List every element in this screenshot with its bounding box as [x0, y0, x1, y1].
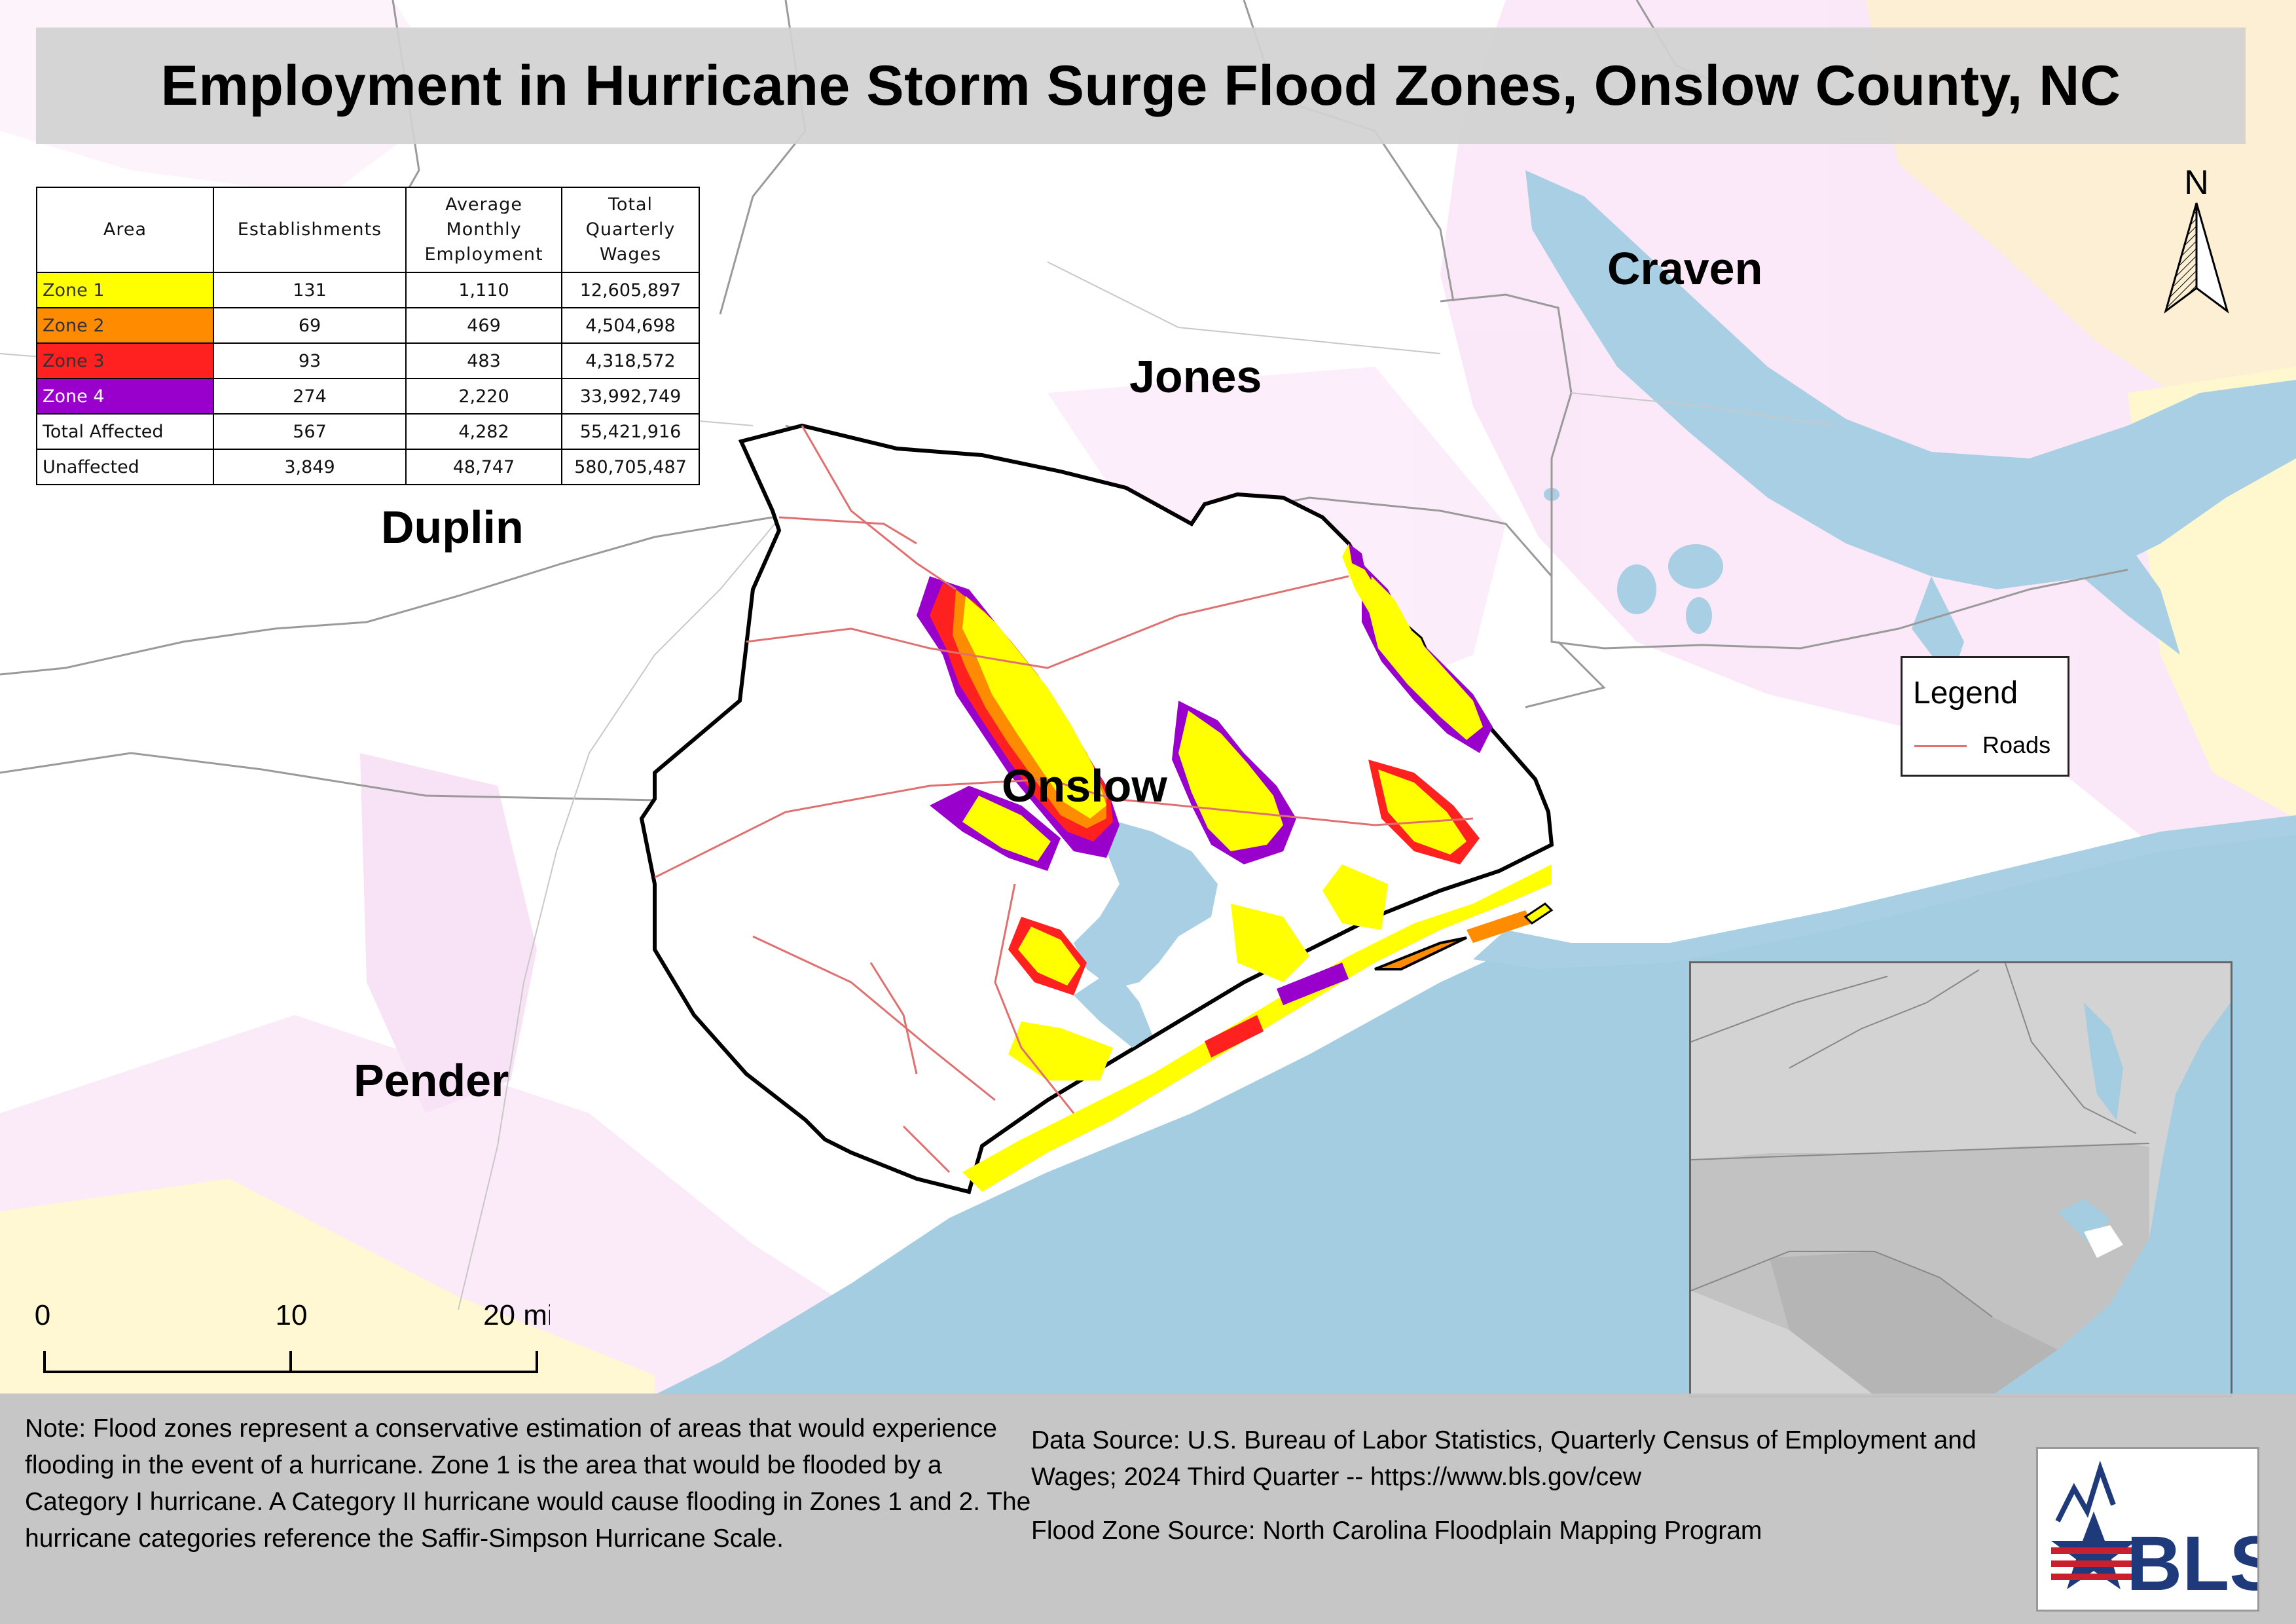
row-area-cell: Total Affected [36, 413, 214, 450]
onslow-highlight [2084, 1225, 2123, 1258]
county-label-duplin: Duplin [381, 502, 524, 553]
row-establishments-cell: 3,849 [213, 449, 407, 485]
row-area-cell: Zone 4 [36, 378, 214, 415]
bls-star-icon [2051, 1460, 2136, 1589]
row-area-cell: Zone 1 [36, 272, 214, 308]
coastal-sound [1473, 815, 2296, 969]
row-employment-cell: 2,220 [405, 378, 562, 415]
flood-zone-note: Note: Flood zones represent a conservati… [25, 1414, 1031, 1553]
scale-bar: 0 10 20 miles [35, 1299, 550, 1373]
table-header-row: Area Establishments Average Monthly Empl… [36, 187, 700, 273]
table-row: Zone 4 274 2,220 33,992,749 [36, 378, 700, 415]
scale-tick-20: 20 miles [483, 1299, 550, 1331]
map-title: Employment in Hurricane Storm Surge Floo… [160, 54, 2121, 117]
bls-logo-text: BLS [2126, 1521, 2259, 1607]
barrier-island [1523, 902, 1554, 925]
table-row: Zone 1 131 1,110 12,605,897 [36, 272, 700, 308]
inset-locator-map [1689, 961, 2232, 1397]
title-banner: Employment in Hurricane Storm Surge Floo… [36, 28, 2246, 144]
barrier-spit [1374, 936, 1467, 970]
county-label-onslow: Onslow [1002, 760, 1167, 811]
footer-panel: Note: Flood zones represent a conservati… [0, 1393, 2296, 1624]
sources: Data Source: U.S. Bureau of Labor Statis… [1031, 1422, 2039, 1566]
row-establishments-cell: 567 [213, 413, 407, 450]
flood-zone-source: Flood Zone Source: North Carolina Floodp… [1031, 1517, 1762, 1545]
row-area-cell: Zone 2 [36, 307, 214, 344]
legend-title: Legend [1913, 676, 2018, 710]
header-employment: Average Monthly Employment [405, 187, 562, 273]
county-label-jones: Jones [1129, 351, 1262, 402]
neuse-river [1525, 170, 2296, 681]
north-arrow-icon: N [2164, 164, 2229, 314]
row-employment-cell: 483 [405, 342, 562, 379]
data-source: Data Source: U.S. Bureau of Labor Statis… [1031, 1426, 1977, 1491]
row-wages-cell: 580,705,487 [561, 449, 700, 485]
header-establishments: Establishments [213, 187, 407, 273]
scale-tick-0: 0 [35, 1299, 50, 1331]
row-establishments-cell: 274 [213, 378, 407, 415]
row-wages-cell: 4,504,698 [561, 307, 700, 344]
header-area: Area [36, 187, 214, 273]
row-employment-cell: 4,282 [405, 413, 562, 450]
row-wages-cell: 33,992,749 [561, 378, 700, 415]
row-area-cell: Zone 3 [36, 342, 214, 379]
row-employment-cell: 1,110 [405, 272, 562, 308]
bls-logo: BLS [2036, 1447, 2259, 1612]
table-row: Zone 2 69 469 4,504,698 [36, 307, 700, 344]
row-establishments-cell: 69 [213, 307, 407, 344]
table-row: Zone 3 93 483 4,318,572 [36, 342, 700, 379]
row-employment-cell: 48,747 [405, 449, 562, 485]
county-label-craven: Craven [1607, 243, 1763, 294]
new-river [1074, 819, 1218, 1048]
table-row: Unaffected 3,849 48,747 580,705,487 [36, 449, 700, 485]
legend-roads-line [1914, 745, 1967, 747]
row-establishments-cell: 93 [213, 342, 407, 379]
onslow-roads [654, 425, 1474, 1173]
row-wages-cell: 55,421,916 [561, 413, 700, 450]
table-row: Total Affected 567 4,282 55,421,916 [36, 413, 700, 450]
table-body: Zone 1 131 1,110 12,605,897 Zone 2 69 469 4,504… [36, 272, 700, 485]
legend-roads-label: Roads [1982, 731, 2051, 758]
flood-zones [917, 544, 1552, 1192]
header-wages: Total Quarterly Wages [561, 187, 700, 273]
scale-tick-10: 10 [276, 1299, 308, 1331]
north-label: N [2184, 164, 2209, 202]
county-label-pender: Pender [354, 1055, 509, 1106]
row-employment-cell: 469 [405, 307, 562, 344]
employment-table: Area Establishments Average Monthly Empl… [36, 187, 700, 485]
row-establishments-cell: 131 [213, 272, 407, 308]
row-wages-cell: 4,318,572 [561, 342, 700, 379]
row-wages-cell: 12,605,897 [561, 272, 700, 308]
row-area-cell: Unaffected [36, 449, 214, 485]
legend-box: Legend Roads [1901, 656, 2069, 777]
